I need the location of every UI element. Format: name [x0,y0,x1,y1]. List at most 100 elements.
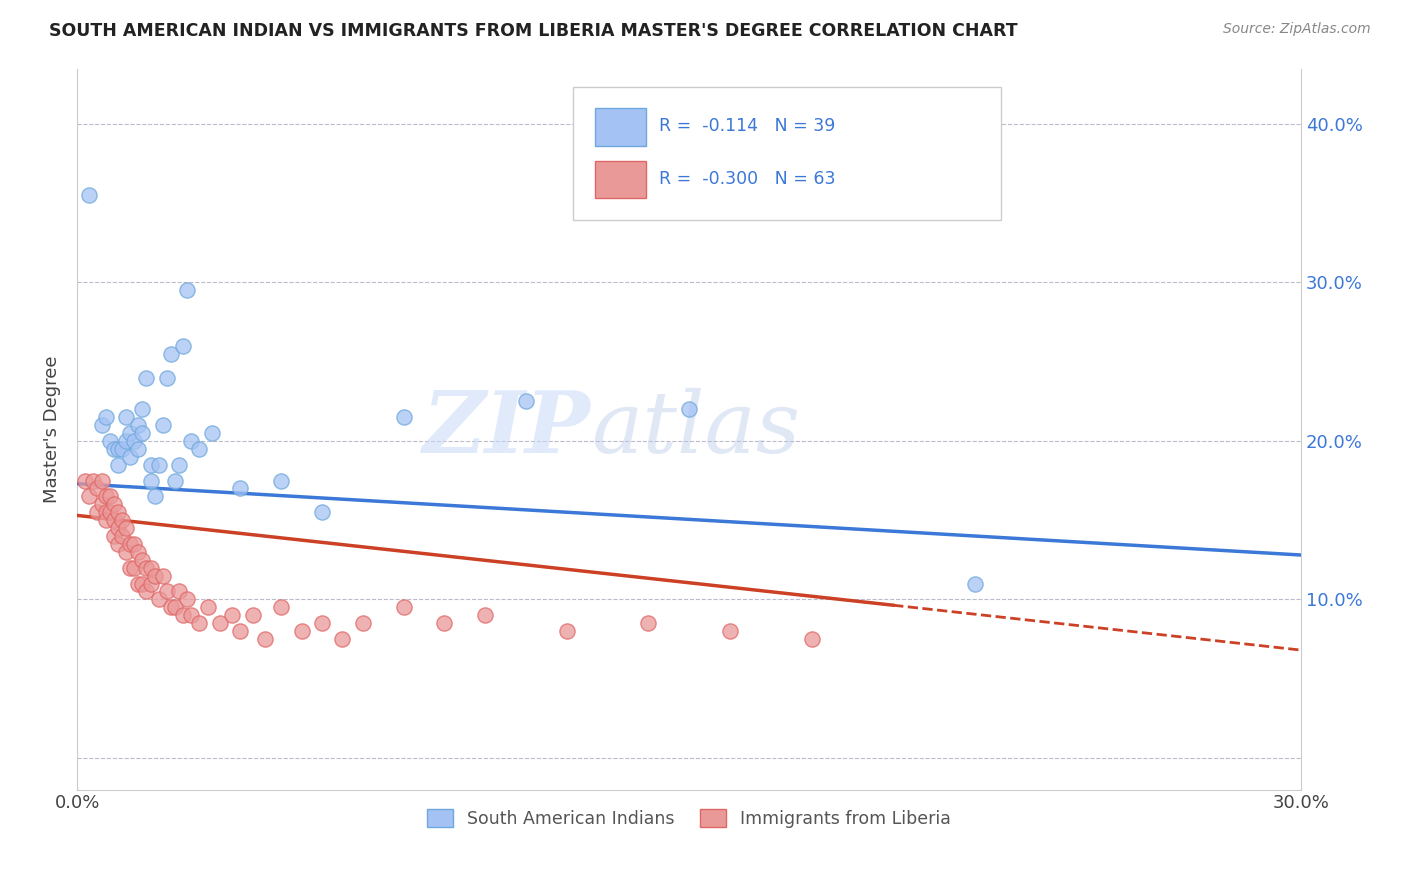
Point [229,624,252,639]
Point [122,434,145,448]
Point [94,410,117,425]
Point [208,616,231,631]
Point [433,616,456,631]
Point [107,505,129,519]
Point [163,474,186,488]
Point [163,600,186,615]
Point [152,568,174,582]
Point [197,600,219,615]
Point [637,616,659,631]
FancyBboxPatch shape [595,108,647,145]
Point [98,489,121,503]
Point [131,576,153,591]
Point [139,560,162,574]
Point [120,560,142,574]
Legend: South American Indians, Immigrants from Liberia: South American Indians, Immigrants from … [420,802,959,835]
Point [188,442,211,456]
Point [253,632,276,646]
Point [107,442,129,456]
Point [270,474,292,488]
Point [103,497,125,511]
Point [180,608,202,623]
Point [90,497,112,511]
Point [221,608,243,623]
Point [330,632,353,646]
Text: ZIP: ZIP [423,387,591,471]
Point [94,489,117,503]
Point [115,521,138,535]
Point [120,537,142,551]
Point [79,489,101,503]
Point [152,418,174,433]
Point [555,624,578,639]
Point [131,425,153,440]
Y-axis label: Master's Degree: Master's Degree [44,355,60,503]
Point [122,560,145,574]
Text: Source: ZipAtlas.com: Source: ZipAtlas.com [1223,22,1371,37]
Point [103,529,125,543]
Point [135,370,157,384]
Point [229,482,252,496]
Point [107,537,129,551]
Point [115,410,138,425]
Point [156,370,179,384]
Point [156,584,179,599]
Point [139,474,162,488]
FancyBboxPatch shape [572,87,1001,220]
Point [678,402,700,417]
Text: atlas: atlas [591,388,800,470]
Point [122,537,145,551]
Point [82,474,104,488]
Point [115,545,138,559]
Point [94,513,117,527]
Point [167,584,190,599]
Point [103,513,125,527]
Point [131,402,153,417]
Point [311,505,333,519]
Point [120,450,142,464]
Text: SOUTH AMERICAN INDIAN VS IMMIGRANTS FROM LIBERIA MASTER'S DEGREE CORRELATION CHA: SOUTH AMERICAN INDIAN VS IMMIGRANTS FROM… [49,22,1018,40]
Point [90,474,112,488]
Point [392,600,415,615]
Point [75,474,97,488]
Point [718,624,741,639]
Point [143,489,166,503]
Point [180,434,202,448]
Point [127,545,149,559]
Point [135,584,157,599]
Point [311,616,333,631]
Point [352,616,374,631]
Point [139,576,162,591]
Point [86,505,108,519]
Point [160,600,183,615]
Point [290,624,312,639]
Point [103,442,125,456]
Point [98,434,121,448]
Point [176,592,198,607]
Point [115,434,138,448]
Point [79,188,101,202]
Point [127,442,149,456]
Point [963,576,986,591]
Point [120,425,142,440]
Point [148,592,170,607]
Text: R =  -0.114   N = 39: R = -0.114 N = 39 [658,117,835,136]
Point [127,576,149,591]
Point [90,418,112,433]
Point [107,458,129,472]
Point [172,608,194,623]
Point [111,529,134,543]
Point [474,608,496,623]
Point [139,458,162,472]
Point [127,418,149,433]
Point [800,632,823,646]
Point [392,410,415,425]
Point [131,553,153,567]
FancyBboxPatch shape [595,161,647,198]
Point [242,608,264,623]
Point [86,482,108,496]
Point [111,513,134,527]
Point [176,284,198,298]
Point [148,458,170,472]
Point [201,425,224,440]
